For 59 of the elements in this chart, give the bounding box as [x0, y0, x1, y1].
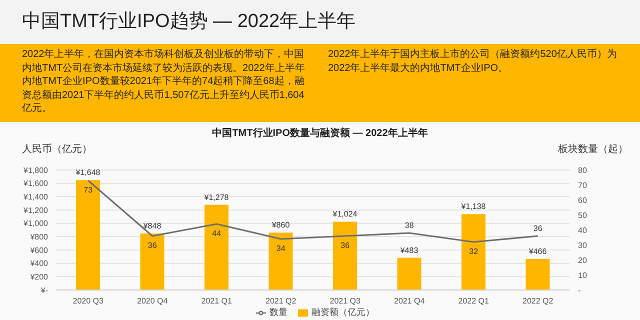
- y2-tick-label: 10: [578, 270, 588, 280]
- data-label: ¥1,278: [203, 192, 230, 202]
- data-label: ¥1,024: [332, 210, 358, 219]
- x-tick-label: 2020 Q4: [137, 296, 168, 306]
- x-tick-label: 2021 Q1: [201, 296, 233, 306]
- bar: [204, 204, 228, 290]
- text: 2022年上半年于国内主板上市的公司（融资额约520亿人民币）为2022年上半年最大的内地TMT企业IPO。: [328, 48, 618, 76]
- data-label: ¥1,648: [74, 168, 101, 178]
- x-tick-label: 2022 Q2: [522, 296, 554, 306]
- y2-tick-label: 50: [578, 210, 588, 220]
- chart-subtitle: 中国TMT行业IPO趋势 — 2022年上半年: [22, 10, 356, 34]
- x-tick-label: 2021 Q3: [330, 296, 362, 306]
- x-tick-label: 2021 Q2: [266, 296, 297, 306]
- data-label: 36: [533, 224, 543, 233]
- y-tick-label: ¥1,800: [22, 166, 49, 175]
- data-label: ¥860: [270, 220, 290, 230]
- y2-tick-label: 30: [578, 240, 588, 250]
- bar: [526, 258, 550, 290]
- y-axis-title: 人民币（亿元）: [22, 142, 92, 156]
- legend-label: 融资额（亿元）: [312, 307, 374, 317]
- bar: [140, 233, 164, 290]
- y-tick-label: ¥1,200: [22, 206, 49, 215]
- data-label: 36: [340, 241, 350, 250]
- y-tick-label: ¥1,600: [22, 179, 49, 188]
- x-tick-label: 2020 Q3: [72, 296, 104, 306]
- y2-tick-label: 70: [578, 180, 588, 190]
- y-tick-label: ¥600: [29, 246, 49, 255]
- text: 2022年上半年，在国内资本市场科创板及创业板的带动下，中国内地TMT公司在资本市场延续了较为活跃的表现。2022年上半年内地TMT企业IPO数量较2021年下半年的74起稍下降至68起，融资总额由2021下半年的约人民币1,507亿元上升至约人民币1,604亿元。: [22, 48, 306, 116]
- bar: [333, 222, 357, 290]
- y-tick-label: ¥800: [29, 232, 49, 242]
- y-tick-label: ¥-: [40, 286, 48, 295]
- legend-label: 数量: [270, 307, 288, 317]
- chart-title: 中国TMT行业IPO数量与融资额 — 2022年上半年: [211, 126, 429, 140]
- data-label: ¥1,138: [460, 202, 486, 212]
- data-label: 38: [404, 221, 414, 230]
- y-tick-label: ¥1,400: [22, 192, 49, 202]
- x-tick-label: 2021 Q4: [394, 296, 426, 306]
- y-tick-label: ¥200: [29, 272, 49, 282]
- y-tick-label: ¥1,000: [22, 219, 49, 228]
- y2-tick-label: 60: [578, 196, 588, 205]
- y-tick-label: ¥400: [29, 259, 49, 268]
- data-label: 73: [84, 186, 94, 194]
- data-label: ¥466: [528, 246, 548, 256]
- y2-axis-title: 板块数量（起）: [558, 142, 628, 156]
- data-label: 34: [276, 244, 286, 253]
- bar: [462, 214, 486, 290]
- data-label: 32: [469, 247, 479, 256]
- bar: [76, 180, 100, 290]
- y2-tick-label: 80: [578, 166, 588, 175]
- y2-tick-label: 20: [578, 256, 588, 265]
- data-label: ¥848: [142, 221, 162, 230]
- data-label: 36: [148, 241, 158, 250]
- x-tick-label: 2022 Q1: [458, 296, 490, 306]
- bar: [268, 232, 293, 290]
- data-label: ¥483: [399, 246, 419, 255]
- bar: [397, 258, 422, 290]
- y2-tick-label: -: [578, 286, 581, 295]
- y2-tick-label: 40: [578, 226, 588, 235]
- data-label: 44: [212, 229, 222, 238]
